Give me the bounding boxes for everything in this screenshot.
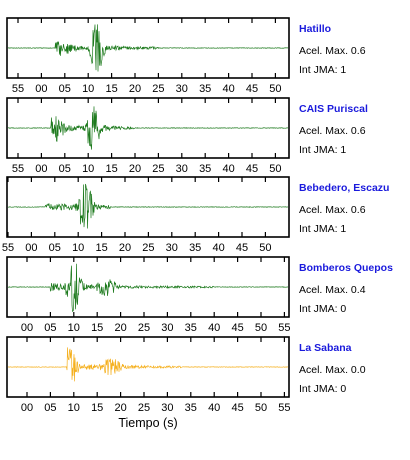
accel-max-text: Acel. Max. 0.0 bbox=[299, 364, 366, 376]
x-tick-label: 35 bbox=[189, 242, 201, 254]
x-tick-label: 50 bbox=[269, 83, 281, 95]
x-tick-label: 55 bbox=[278, 322, 290, 334]
int-jma-text: Int JMA: 1 bbox=[299, 223, 346, 235]
accel-max-text: Acel. Max. 0.6 bbox=[299, 125, 366, 137]
x-tick-label: 30 bbox=[161, 322, 173, 334]
x-tick-label: 25 bbox=[138, 322, 150, 334]
x-tick-label: 35 bbox=[185, 322, 197, 334]
x-tick-label: 30 bbox=[161, 402, 173, 414]
x-tick-label: 30 bbox=[176, 163, 188, 175]
accel-max-text: Acel. Max. 0.6 bbox=[299, 45, 366, 57]
panel-5: 00 05 10 15 20 25 30 35 40 45 50 55 La Sabana Acel. M… bbox=[6, 336, 366, 414]
x-tick-label: 10 bbox=[72, 242, 84, 254]
x-tick-label: 25 bbox=[152, 83, 164, 95]
x-tick-label: 25 bbox=[152, 163, 164, 175]
x-tick-label: 50 bbox=[259, 242, 271, 254]
x-tick-label: 05 bbox=[44, 322, 56, 334]
x-tick-label: 05 bbox=[44, 402, 56, 414]
x-tick-label: 45 bbox=[236, 242, 248, 254]
panel-3: 55 00 05 10 15 20 25 30 35 40 45 50 Bebedero, Escazu… bbox=[2, 176, 389, 254]
x-tick-label: 35 bbox=[185, 402, 197, 414]
x-tick-label: 40 bbox=[208, 322, 220, 334]
x-tick-label: 05 bbox=[59, 83, 71, 95]
accel-max-text: Acel. Max. 0.6 bbox=[299, 204, 366, 216]
x-tick-label: 15 bbox=[91, 402, 103, 414]
x-tick-label: 55 bbox=[12, 83, 24, 95]
x-tick-label: 15 bbox=[105, 83, 117, 95]
x-tick-label: 00 bbox=[21, 322, 33, 334]
x-tick-label: 00 bbox=[25, 242, 37, 254]
x-tick-label: 10 bbox=[68, 322, 80, 334]
x-tick-label: 00 bbox=[35, 163, 47, 175]
x-tick-label: 15 bbox=[105, 163, 117, 175]
station-name: CAIS Puriscal bbox=[299, 103, 368, 115]
x-tick-label: 00 bbox=[21, 402, 33, 414]
waveform-trace bbox=[8, 183, 289, 229]
x-tick-label: 05 bbox=[59, 163, 71, 175]
x-tick-label: 45 bbox=[231, 322, 243, 334]
waveform-trace bbox=[7, 106, 289, 150]
x-tick-label: 20 bbox=[114, 322, 126, 334]
panel-1: 55 00 05 10 15 20 25 30 35 40 45 50 Hatillo Acel. Max… bbox=[6, 17, 366, 95]
x-tick-label: 40 bbox=[208, 402, 220, 414]
x-tick-label: 15 bbox=[91, 322, 103, 334]
station-name: Hatillo bbox=[299, 23, 331, 35]
x-tick-label: 30 bbox=[176, 83, 188, 95]
x-tick-label: 55 bbox=[12, 163, 24, 175]
x-tick-label: 20 bbox=[119, 242, 131, 254]
x-tick-label: 05 bbox=[49, 242, 61, 254]
x-tick-label: 45 bbox=[231, 402, 243, 414]
station-name: La Sabana bbox=[299, 342, 352, 354]
x-tick-label: 55 bbox=[278, 402, 290, 414]
x-tick-label: 40 bbox=[222, 163, 234, 175]
waveform-trace bbox=[7, 347, 288, 382]
x-tick-label: 25 bbox=[142, 242, 154, 254]
accel-max-text: Acel. Max. 0.4 bbox=[299, 284, 366, 296]
x-tick-label: 10 bbox=[82, 83, 94, 95]
x-tick-label: 55 bbox=[2, 242, 14, 254]
x-axis-label: Tiempo (s) bbox=[118, 416, 177, 430]
int-jma-text: Int JMA: 1 bbox=[299, 144, 346, 156]
x-tick-label: 35 bbox=[199, 163, 211, 175]
station-name: Bomberos Quepos bbox=[299, 262, 393, 274]
waveform-trace bbox=[7, 263, 289, 313]
x-tick-label: 45 bbox=[246, 163, 258, 175]
int-jma-text: Int JMA: 0 bbox=[299, 383, 346, 395]
x-tick-label: 40 bbox=[222, 83, 234, 95]
x-tick-label: 20 bbox=[129, 83, 141, 95]
panel-4: 00 05 10 15 20 25 30 35 40 45 50 55 Bomberos Quepos A… bbox=[6, 256, 393, 334]
x-tick-label: 10 bbox=[68, 402, 80, 414]
x-tick-label: 20 bbox=[114, 402, 126, 414]
panel-2: 55 00 05 10 15 20 25 30 35 40 45 50 CAIS Puriscal Ace… bbox=[6, 97, 368, 175]
x-tick-label: 40 bbox=[212, 242, 224, 254]
x-tick-label: 20 bbox=[129, 163, 141, 175]
x-tick-label: 35 bbox=[199, 83, 211, 95]
x-tick-label: 15 bbox=[95, 242, 107, 254]
int-jma-text: Int JMA: 0 bbox=[299, 303, 346, 315]
int-jma-text: Int JMA: 1 bbox=[299, 64, 346, 76]
x-tick-label: 00 bbox=[35, 83, 47, 95]
x-tick-label: 50 bbox=[255, 402, 267, 414]
x-tick-label: 50 bbox=[269, 163, 281, 175]
x-tick-label: 10 bbox=[82, 163, 94, 175]
waveform-trace bbox=[7, 24, 289, 72]
x-tick-label: 50 bbox=[255, 322, 267, 334]
x-tick-label: 30 bbox=[166, 242, 178, 254]
x-tick-label: 45 bbox=[246, 83, 258, 95]
station-name: Bebedero, Escazu bbox=[299, 182, 389, 194]
x-tick-label: 25 bbox=[138, 402, 150, 414]
